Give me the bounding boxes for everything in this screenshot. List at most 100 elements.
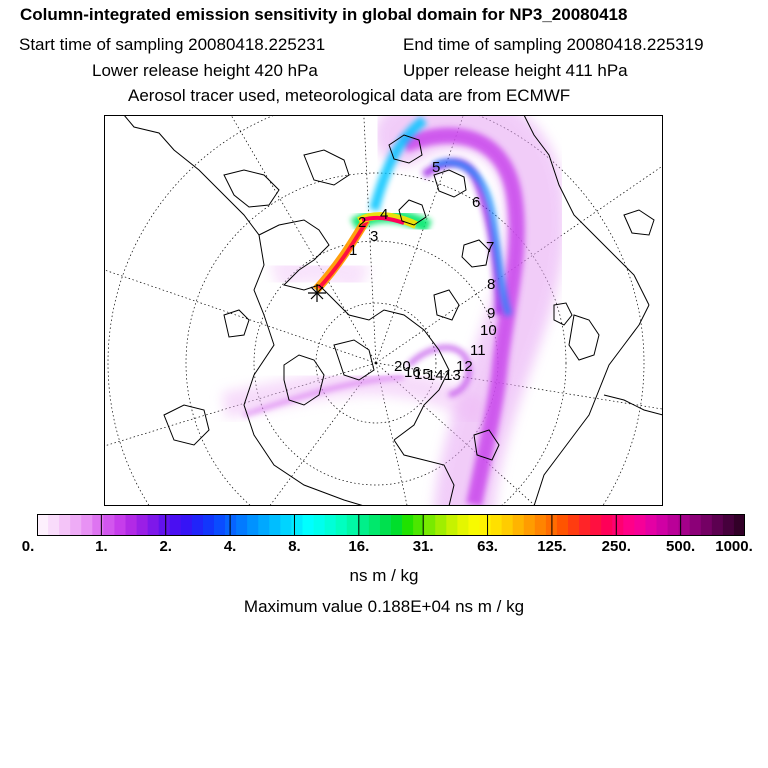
colorbar-cell bbox=[48, 514, 60, 536]
colorbar-cell bbox=[357, 514, 370, 536]
colorbar-cell bbox=[125, 514, 137, 536]
trajectory-label: 4 bbox=[380, 206, 388, 223]
trajectory-label: 15 bbox=[414, 366, 431, 383]
end-time-label: End time of sampling 20080418.225319 bbox=[403, 35, 704, 54]
colorbar-cell bbox=[446, 514, 458, 536]
colorbar-cell bbox=[678, 514, 691, 536]
trajectory-label: 3 bbox=[370, 228, 378, 245]
colorbar-cell bbox=[601, 514, 613, 536]
colorbar-cell bbox=[424, 514, 436, 536]
colorbar-cell bbox=[313, 514, 326, 536]
meridians bbox=[104, 115, 663, 506]
colorbar-tick-label: 125. bbox=[537, 538, 567, 555]
colorbar-cell bbox=[37, 514, 49, 536]
colorbar-cell bbox=[280, 514, 292, 536]
colorbar-cell bbox=[302, 514, 314, 536]
colorbar-cell bbox=[590, 514, 602, 536]
colorbar-cell bbox=[103, 514, 115, 536]
colorbar-frame bbox=[37, 514, 745, 536]
maximum-value-label: Maximum value 0.188E+04 ns m / kg bbox=[243, 597, 525, 616]
colorbar-cell bbox=[733, 514, 745, 536]
trajectory-label: 13 bbox=[444, 367, 461, 384]
tracer-info-label: Aerosol tracer used, meteorological data… bbox=[128, 86, 571, 105]
colorbar-cell bbox=[169, 514, 182, 536]
map-frame bbox=[104, 115, 663, 506]
emission-sensitivity-map: 1 2 3 4 5 6 7 8 9 10 11 12 13 14 15 16 2… bbox=[104, 115, 663, 506]
trajectory-label: 10 bbox=[480, 322, 497, 339]
colorbar-cell bbox=[634, 514, 646, 536]
trajectory-label: 2 bbox=[358, 214, 366, 231]
colorbar-cell bbox=[70, 514, 82, 536]
trajectory-label: 12 bbox=[456, 358, 473, 375]
colorbar-tick-label: 2. bbox=[159, 538, 172, 555]
colorbar-cell bbox=[523, 514, 536, 536]
colorbar-cell bbox=[247, 514, 259, 536]
colorbar-cell bbox=[402, 514, 414, 536]
colorbar-cell bbox=[667, 514, 680, 536]
colorbar-cell bbox=[147, 514, 160, 536]
upper-release-height-label: Upper release height 411 hPa bbox=[403, 61, 628, 80]
trajectory-label: 1 bbox=[349, 242, 357, 259]
page-title: Column-integrated emission sensitivity i… bbox=[20, 5, 628, 24]
colorbar-cell bbox=[202, 514, 215, 536]
colorbar-tick-label: 8. bbox=[288, 538, 301, 555]
colorbar-cell bbox=[534, 514, 547, 536]
colorbar-cell bbox=[623, 514, 635, 536]
colorbar-tick-label: 250. bbox=[601, 538, 631, 555]
colorbar-cell bbox=[689, 514, 702, 536]
trajectory-label: 7 bbox=[486, 239, 494, 256]
colorbar-tick-label: 16. bbox=[348, 538, 370, 555]
colorbar-cell bbox=[568, 514, 580, 536]
colorbar-cell bbox=[92, 514, 104, 536]
colorbar-cell bbox=[59, 514, 71, 536]
colorbar-cell bbox=[136, 514, 149, 536]
colorbar-cell bbox=[114, 514, 126, 536]
colorbar-cell bbox=[468, 514, 480, 536]
colorbar-cell bbox=[579, 514, 591, 536]
colorbar-units: ns m / kg bbox=[349, 566, 419, 585]
colorbar-tick-label: 31. bbox=[412, 538, 434, 555]
colorbar-cell bbox=[413, 514, 425, 536]
lower-release-height-label: Lower release height 420 hPa bbox=[92, 61, 318, 80]
colorbar-cell bbox=[225, 514, 237, 536]
colorbar-cell bbox=[512, 514, 525, 536]
colorbar-cell bbox=[335, 514, 348, 536]
colorbar-cell bbox=[435, 514, 447, 536]
colorbar-cell bbox=[180, 514, 193, 536]
start-time-label: Start time of sampling 20080418.225231 bbox=[19, 35, 326, 54]
colorbar-cell bbox=[612, 514, 624, 536]
trajectory-label: 9 bbox=[487, 305, 495, 322]
colorbar-cell bbox=[556, 514, 569, 536]
release-point-marker bbox=[308, 284, 326, 302]
colorbar-cell bbox=[490, 514, 503, 536]
trajectory-label: 8 bbox=[487, 276, 495, 293]
colorbar-cell bbox=[711, 514, 724, 536]
colorbar-cell bbox=[457, 514, 469, 536]
colorbar-tick-label: 0. bbox=[21, 538, 35, 555]
colorbar-cell bbox=[501, 514, 514, 536]
colorbar-cell bbox=[291, 514, 303, 536]
colorbar-cell bbox=[656, 514, 668, 536]
colorbar-cell bbox=[700, 514, 713, 536]
colorbar-tick-label: 500. bbox=[666, 538, 696, 555]
trajectory-label: 6 bbox=[472, 194, 480, 211]
colorbar-cell bbox=[81, 514, 93, 536]
colorbar-tick-label: 1. bbox=[95, 538, 108, 555]
colorbar-cell bbox=[236, 514, 248, 536]
trajectory-label: 16 bbox=[404, 364, 421, 381]
colorbar-cell bbox=[269, 514, 281, 536]
colorbar-cell bbox=[158, 514, 171, 536]
colorbar-cell bbox=[214, 514, 226, 536]
colorbar-cell bbox=[645, 514, 657, 536]
colorbar-cell bbox=[722, 514, 735, 536]
colorbar-cell bbox=[479, 514, 491, 536]
trajectory-label: 20 bbox=[394, 358, 411, 375]
trajectory-label: 14 bbox=[427, 367, 444, 384]
colorbar-cell bbox=[191, 514, 204, 536]
colorbar-tick-label: 4. bbox=[223, 538, 237, 555]
colorbar-cell bbox=[258, 514, 270, 536]
trajectory-label: 11 bbox=[470, 342, 486, 359]
colorbar-cell bbox=[391, 514, 403, 536]
trajectory-label: 5 bbox=[432, 159, 440, 176]
colorbar-cell bbox=[368, 514, 381, 536]
